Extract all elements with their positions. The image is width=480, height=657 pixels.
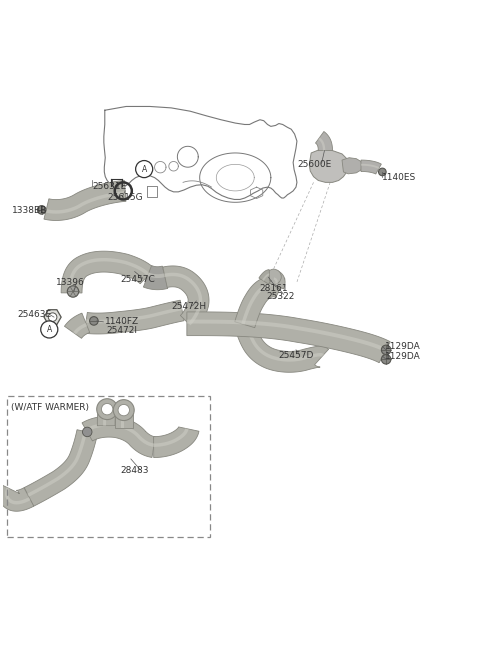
- Polygon shape: [85, 423, 154, 447]
- Polygon shape: [235, 321, 329, 373]
- Polygon shape: [187, 319, 387, 352]
- Text: 25463E: 25463E: [17, 309, 51, 319]
- Text: 28161: 28161: [259, 284, 288, 293]
- Circle shape: [41, 321, 58, 338]
- Polygon shape: [86, 307, 182, 323]
- Polygon shape: [68, 258, 150, 293]
- Text: A: A: [142, 165, 147, 173]
- Polygon shape: [154, 427, 199, 457]
- Text: 1129DA: 1129DA: [384, 342, 420, 351]
- Polygon shape: [27, 431, 87, 497]
- Polygon shape: [44, 309, 61, 325]
- Circle shape: [83, 427, 92, 437]
- Text: 13396: 13396: [56, 279, 85, 288]
- Text: 1140FZ: 1140FZ: [105, 317, 139, 327]
- Polygon shape: [318, 137, 325, 150]
- Text: 25600E: 25600E: [297, 160, 331, 170]
- Polygon shape: [271, 271, 285, 289]
- Text: 25322: 25322: [266, 292, 295, 301]
- Text: (W/ATF WARMER): (W/ATF WARMER): [12, 403, 89, 412]
- Text: A: A: [47, 325, 52, 334]
- Polygon shape: [5, 487, 31, 505]
- Circle shape: [101, 403, 113, 415]
- Polygon shape: [115, 413, 132, 428]
- Circle shape: [379, 168, 386, 175]
- Polygon shape: [0, 484, 34, 511]
- Circle shape: [113, 399, 134, 420]
- Text: 1140ES: 1140ES: [383, 173, 417, 182]
- Circle shape: [118, 405, 130, 416]
- Text: 1338BB: 1338BB: [12, 206, 48, 215]
- Polygon shape: [73, 323, 87, 334]
- Polygon shape: [24, 430, 97, 507]
- Circle shape: [136, 160, 153, 177]
- Circle shape: [382, 345, 391, 355]
- Polygon shape: [274, 277, 278, 286]
- Polygon shape: [103, 411, 107, 426]
- Polygon shape: [361, 164, 380, 169]
- Polygon shape: [187, 312, 390, 363]
- Polygon shape: [241, 283, 282, 325]
- Polygon shape: [44, 181, 126, 221]
- Polygon shape: [97, 409, 116, 426]
- Circle shape: [90, 317, 98, 325]
- Polygon shape: [245, 324, 324, 361]
- Text: 25615G: 25615G: [107, 193, 143, 202]
- Text: 1129DA: 1129DA: [384, 351, 420, 361]
- Text: 25472H: 25472H: [171, 302, 206, 311]
- Polygon shape: [315, 131, 333, 150]
- Circle shape: [67, 286, 79, 297]
- Polygon shape: [235, 276, 285, 328]
- Circle shape: [266, 269, 281, 284]
- Polygon shape: [309, 149, 348, 183]
- Polygon shape: [262, 273, 269, 281]
- Polygon shape: [64, 313, 90, 338]
- Polygon shape: [61, 251, 155, 293]
- Polygon shape: [147, 273, 165, 278]
- Text: 25457D: 25457D: [278, 351, 313, 359]
- Polygon shape: [342, 158, 362, 174]
- Circle shape: [48, 313, 57, 321]
- Polygon shape: [259, 269, 271, 284]
- Polygon shape: [154, 428, 189, 447]
- Text: 25457C: 25457C: [120, 275, 155, 284]
- Polygon shape: [144, 265, 168, 290]
- Polygon shape: [164, 273, 202, 325]
- Text: 25472I: 25472I: [106, 326, 137, 335]
- Polygon shape: [46, 191, 125, 214]
- Circle shape: [96, 399, 118, 420]
- Polygon shape: [82, 417, 156, 457]
- Polygon shape: [361, 160, 381, 174]
- Polygon shape: [120, 413, 124, 428]
- Text: 25631E: 25631E: [92, 182, 126, 191]
- Bar: [7, 396, 210, 537]
- Polygon shape: [84, 300, 184, 334]
- Polygon shape: [163, 266, 209, 330]
- Text: 28483: 28483: [120, 466, 149, 475]
- Circle shape: [382, 355, 391, 364]
- Circle shape: [37, 206, 46, 214]
